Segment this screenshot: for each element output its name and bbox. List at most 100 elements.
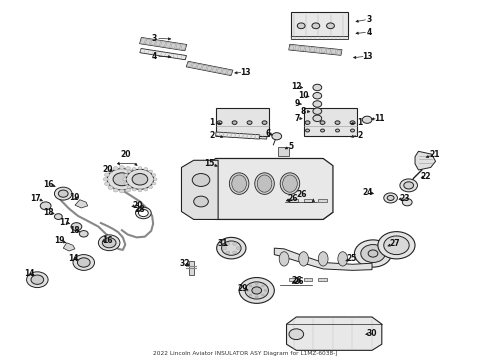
Circle shape [102,238,116,248]
Circle shape [136,177,141,181]
Bar [292,36,347,40]
Text: 18: 18 [70,226,80,235]
Polygon shape [289,199,298,202]
Text: 24: 24 [362,188,372,197]
Circle shape [120,166,124,169]
Circle shape [124,182,128,185]
Circle shape [125,188,130,192]
Bar [316,48,320,53]
Text: 20: 20 [102,165,113,174]
Circle shape [247,121,252,125]
Circle shape [233,251,237,254]
Circle shape [313,84,322,91]
Bar [166,42,171,48]
Polygon shape [181,160,218,220]
Circle shape [255,283,258,285]
Text: 3: 3 [367,15,372,24]
Text: 13: 13 [240,68,250,77]
Bar [278,147,289,156]
Circle shape [26,272,48,288]
Circle shape [108,169,113,173]
Circle shape [236,247,240,249]
Circle shape [313,93,322,99]
Text: 14: 14 [68,254,78,263]
Circle shape [138,167,142,170]
Text: 13: 13 [362,52,372,61]
Text: 4: 4 [152,52,157,61]
Text: 2: 2 [357,131,363,140]
Text: 16: 16 [43,180,54,189]
Bar [292,12,347,37]
Circle shape [272,133,282,140]
Text: 10: 10 [298,91,309,100]
Circle shape [113,173,131,186]
Circle shape [368,250,378,257]
Ellipse shape [255,173,274,194]
Circle shape [232,121,237,125]
Bar [310,47,315,52]
Ellipse shape [279,252,289,266]
Circle shape [139,210,148,217]
Circle shape [120,189,124,193]
Circle shape [404,182,414,189]
Text: 1: 1 [357,118,363,127]
Bar [140,37,187,51]
Polygon shape [304,278,313,281]
Bar [304,108,357,136]
Text: 2: 2 [209,131,215,140]
Circle shape [107,168,137,190]
Ellipse shape [283,175,297,192]
Circle shape [144,167,147,170]
Circle shape [126,169,154,189]
Text: 14: 14 [24,269,34,278]
Text: 5: 5 [289,142,294,151]
Text: 20: 20 [121,150,131,159]
Circle shape [134,182,139,186]
Bar [150,40,156,45]
Circle shape [221,241,241,255]
Text: 26: 26 [288,194,298,203]
Circle shape [384,236,409,255]
Bar [326,49,331,54]
Bar [140,49,187,60]
Text: 15: 15 [205,159,215,168]
Text: 31: 31 [217,239,228,248]
Ellipse shape [257,175,272,192]
Circle shape [132,174,148,185]
Text: 4: 4 [367,28,372,37]
Text: 30: 30 [367,329,377,338]
Circle shape [335,121,340,125]
Circle shape [362,116,372,123]
Circle shape [131,169,136,173]
Circle shape [58,190,68,197]
Polygon shape [63,243,75,251]
Circle shape [194,196,208,207]
Circle shape [226,251,230,254]
Polygon shape [189,261,194,275]
Text: 19: 19 [69,193,79,202]
Bar [216,132,260,139]
Circle shape [132,188,136,191]
Circle shape [148,186,152,189]
Text: 29: 29 [238,284,248,293]
Text: 26: 26 [291,276,301,285]
Text: 21: 21 [429,150,440,159]
Text: 27: 27 [389,239,400,248]
Text: 12: 12 [292,82,302,91]
Circle shape [104,173,109,176]
Bar [140,38,146,44]
Polygon shape [206,158,333,220]
Ellipse shape [232,175,246,192]
Circle shape [71,223,82,230]
Circle shape [313,115,322,122]
Circle shape [264,289,267,292]
Circle shape [249,294,252,296]
Text: 17: 17 [59,218,70,227]
Circle shape [104,182,109,186]
Circle shape [152,182,156,185]
Circle shape [40,202,51,210]
Text: 16: 16 [102,236,113,245]
Circle shape [239,278,274,303]
Text: 8: 8 [301,107,306,116]
Polygon shape [75,200,88,208]
